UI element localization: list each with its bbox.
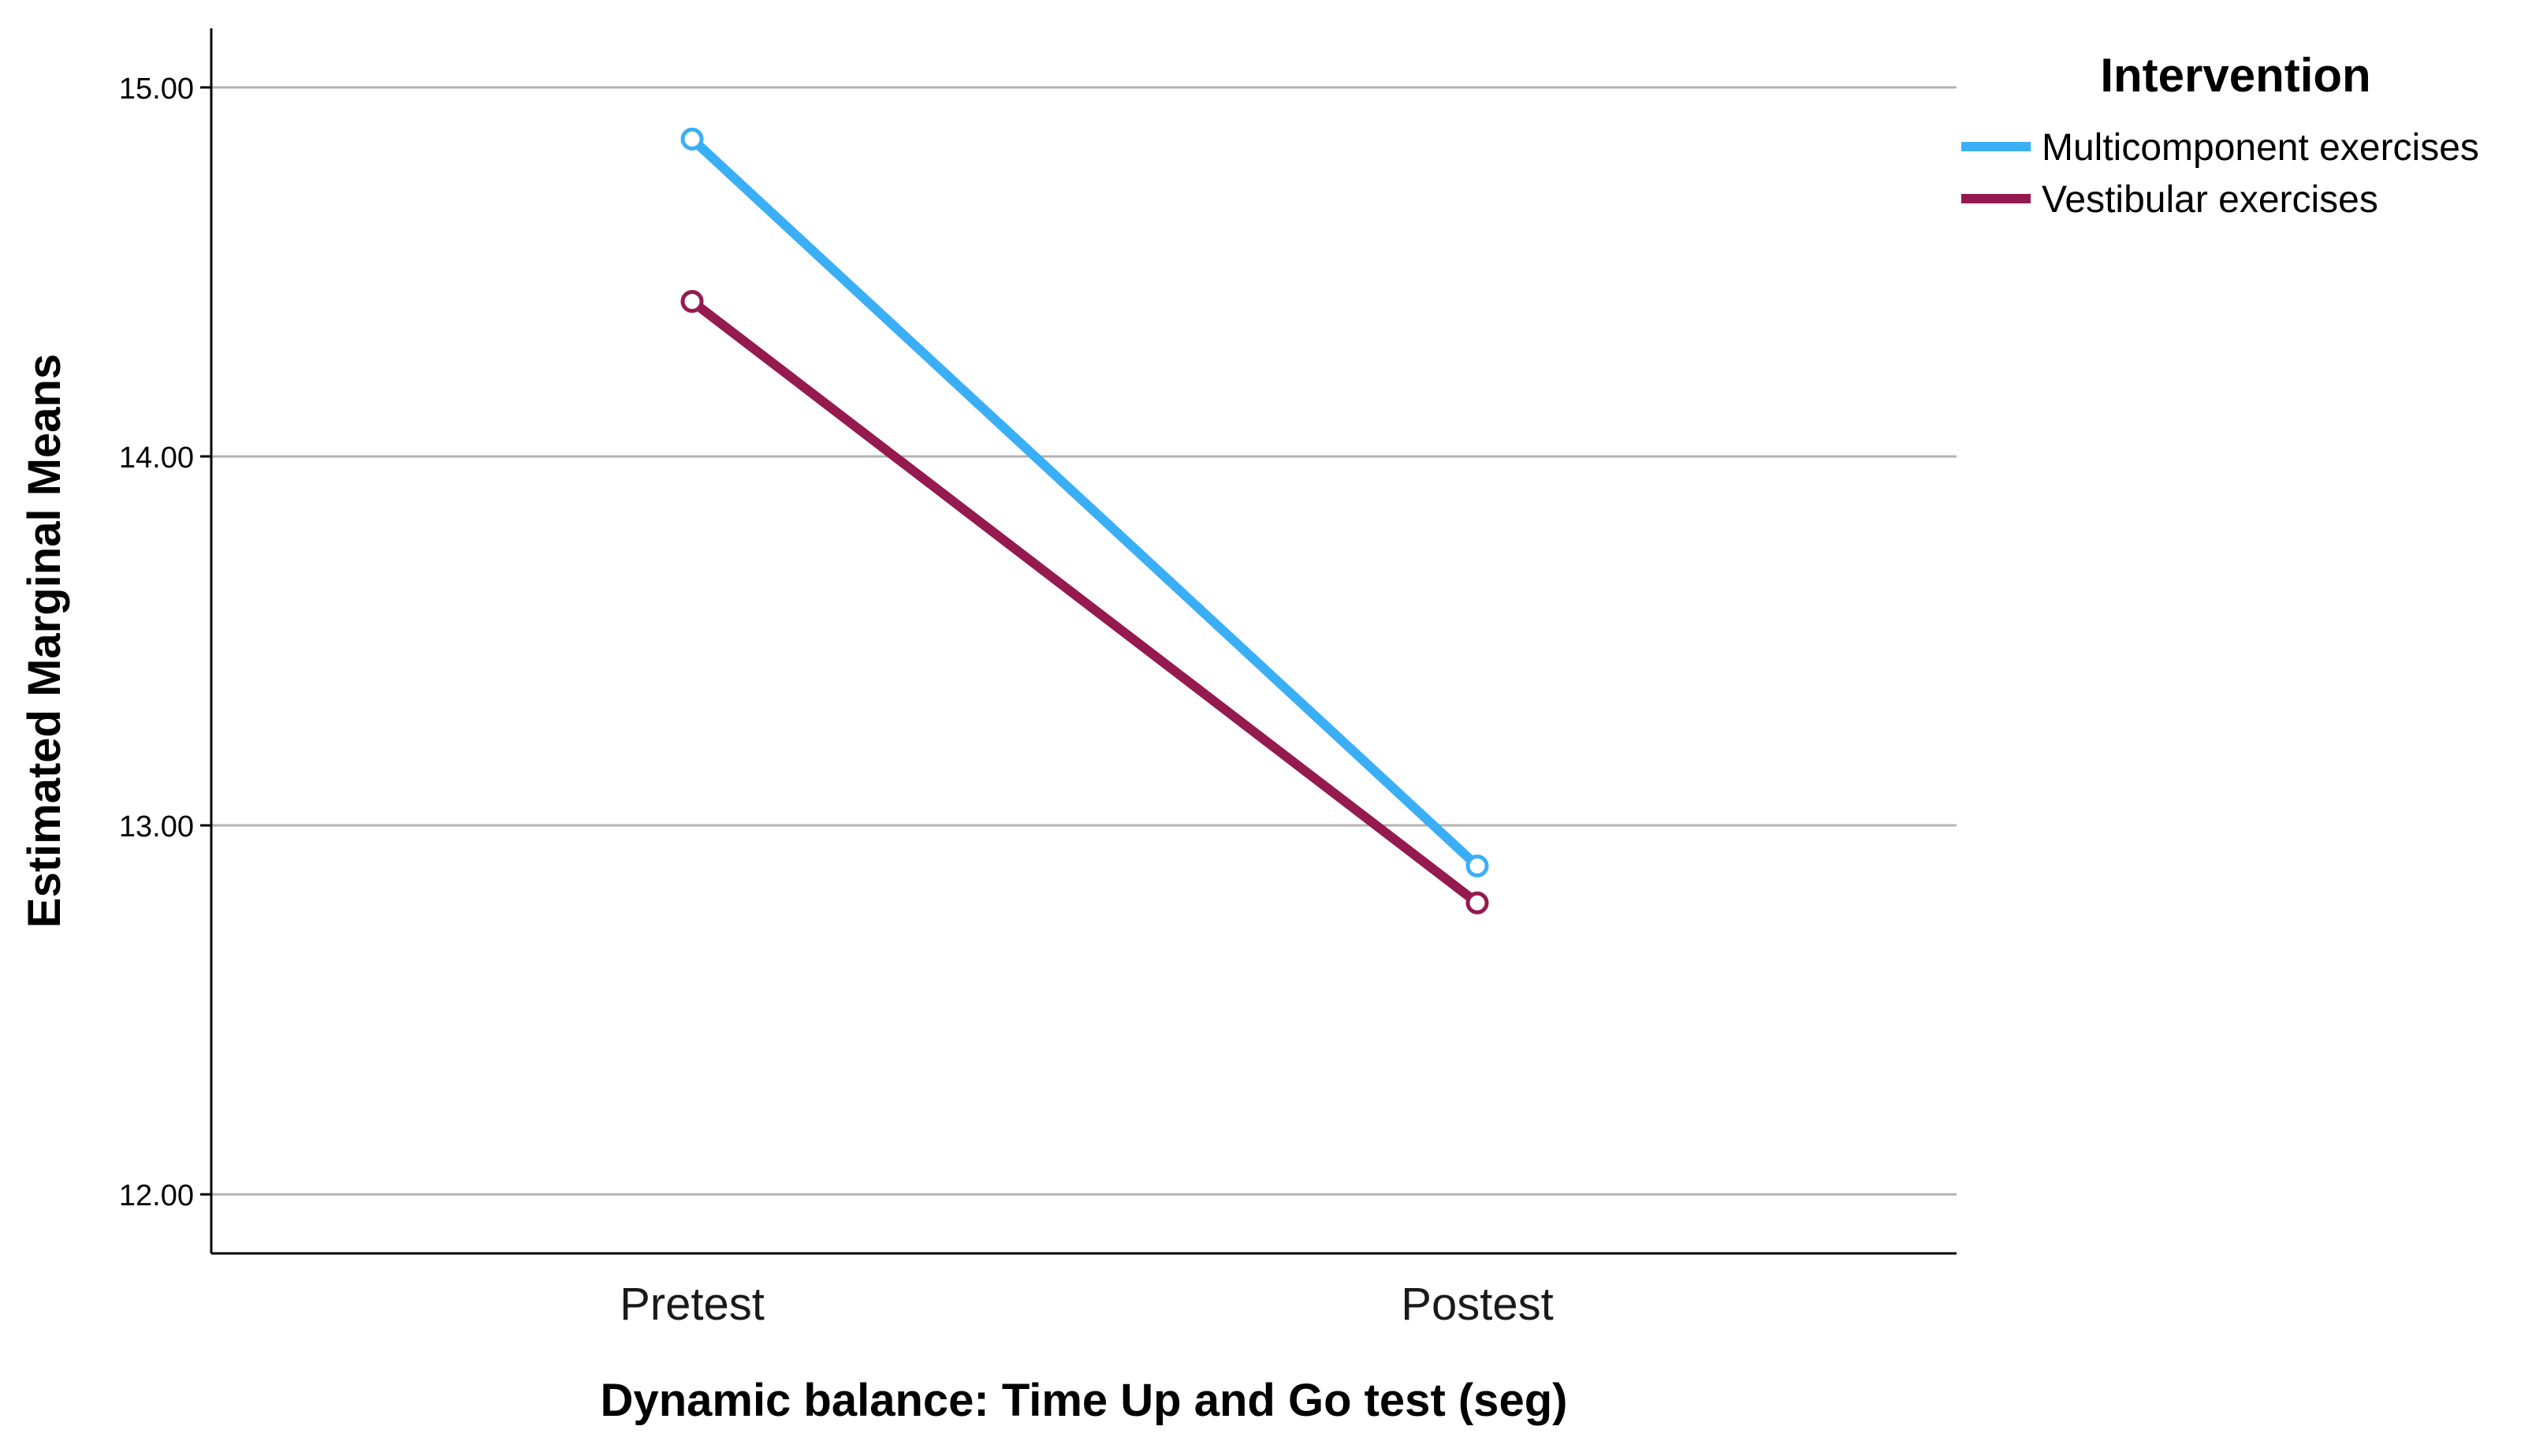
y-axis-title: Estimated Marginal Means — [19, 354, 70, 928]
y-tick-label: 15.00 — [119, 73, 194, 106]
y-tick-labels: 12.00 13.00 14.00 15.00 — [119, 73, 211, 1212]
data-point-marker — [1465, 891, 1489, 914]
x-tick-label: Postest — [1401, 1279, 1553, 1330]
axes — [210, 28, 1957, 1255]
series — [680, 127, 1489, 914]
data-point-marker — [680, 127, 704, 151]
y-tick-label: 12.00 — [119, 1179, 194, 1212]
x-axis-title: Dynamic balance: Time Up and Go test (se… — [601, 1375, 1568, 1426]
legend: Intervention Multicomponent exercises Ves… — [1961, 49, 2479, 221]
gridlines — [211, 86, 1957, 1196]
data-point-marker — [680, 289, 704, 313]
x-tick-label: Pretest — [620, 1279, 765, 1330]
legend-label: Multicomponent exercises — [2042, 127, 2479, 169]
legend-items: Multicomponent exercises Vestibular exerc… — [1961, 127, 2479, 221]
y-tick-label: 14.00 — [119, 441, 194, 475]
data-point-marker — [1465, 855, 1489, 878]
legend-label: Vestibular exercises — [2042, 179, 2378, 221]
series-line — [687, 296, 1482, 908]
x-tick-labels: Pretest Postest — [620, 1279, 1554, 1330]
series-line — [687, 134, 1482, 871]
y-tick-label: 13.00 — [119, 810, 194, 843]
legend-title: Intervention — [2100, 49, 2370, 102]
